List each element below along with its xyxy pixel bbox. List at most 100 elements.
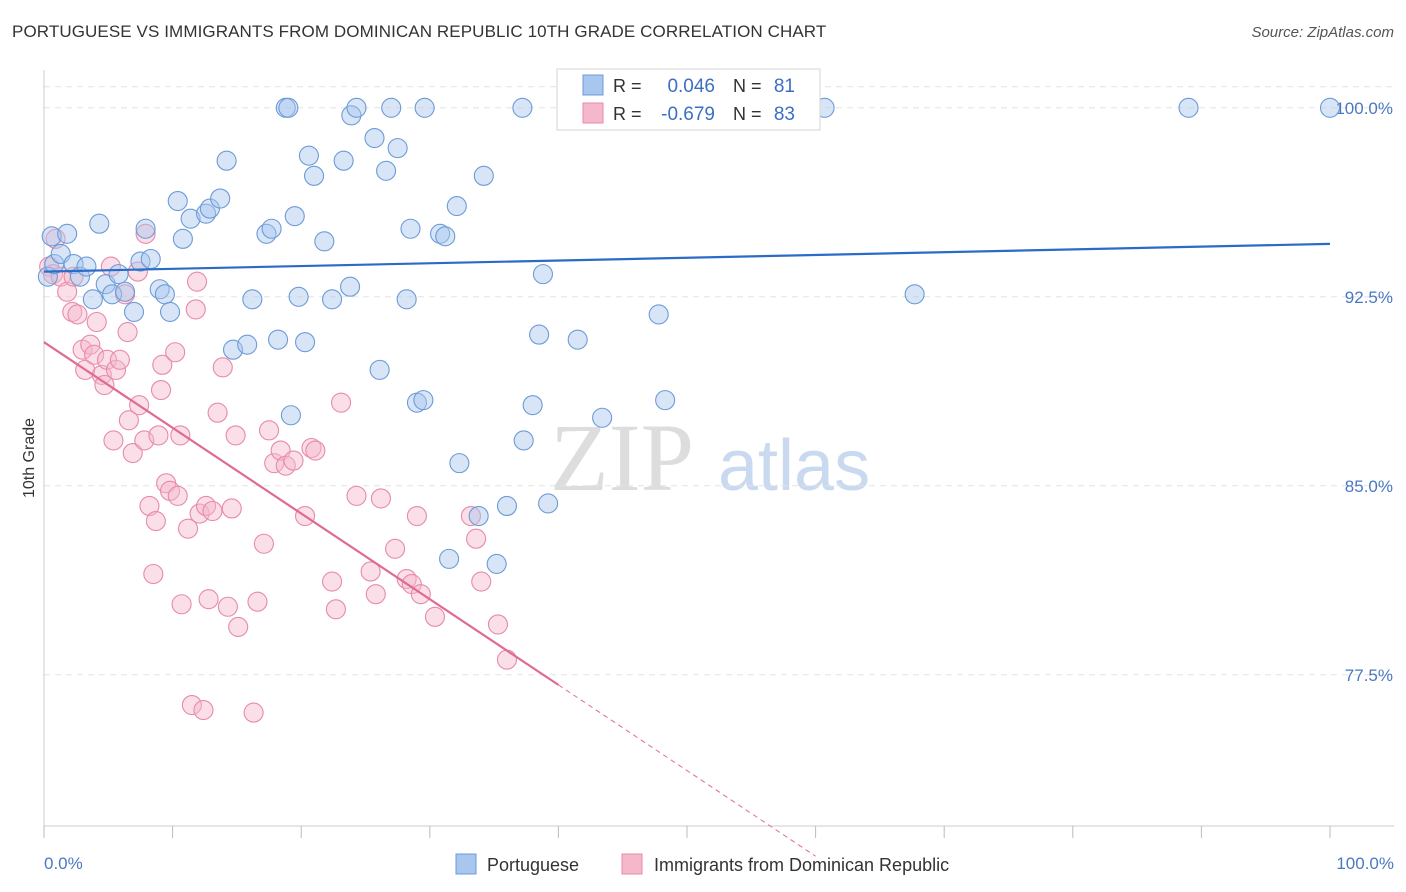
point-dominican [57,281,78,302]
point-portuguese [280,405,301,426]
point-dominican [460,505,482,527]
point-dominican [103,430,124,451]
point-portuguese [414,97,435,118]
point-portuguese [284,206,305,227]
point-portuguese [295,332,316,353]
bottom-legend-swatch-portuguese [455,853,477,875]
legend-r-value-2: -0.679 [661,104,715,125]
point-dominican [283,450,304,471]
legend-swatch-dominican [582,102,604,124]
point-dominican [247,591,268,612]
legend-n-label-2: N = [733,104,762,124]
point-dominican [217,596,238,617]
point-portuguese [538,493,559,514]
point-dominican [471,571,492,592]
point-dominican [150,379,172,401]
y-tick-label: 77.5% [1345,666,1393,685]
point-portuguese [268,329,289,350]
point-dominican [225,425,246,446]
point-dominican [139,495,160,517]
point-dominican [258,420,280,441]
point-dominican [84,344,105,365]
point-dominican [325,599,346,620]
point-dominican [109,349,130,370]
point-dominican [177,518,199,539]
point-dominican [212,357,233,378]
legend-n-value-1: 81 [774,76,795,97]
point-dominican [228,616,249,637]
y-axis-title: 10th Grade [21,418,38,498]
trend-line-dominican-extension [558,684,816,857]
point-dominican [80,334,101,355]
point-portuguese [123,301,145,322]
legend-r-label-2: R = [613,104,642,124]
y-tick-label: 85.0% [1345,477,1393,496]
point-portuguese [648,304,669,325]
point-dominican [207,402,228,423]
bottom-legend: Portuguese Immigrants from Dominican Rep… [455,853,949,875]
point-dominican [424,606,445,627]
point-portuguese [140,248,161,270]
watermark-atlas: atlas [718,426,870,506]
point-portuguese [288,286,309,307]
point-dominican [198,589,219,610]
point-dominican [181,694,202,716]
point-dominican [62,301,83,322]
point-dominican [193,700,214,721]
point-portuguese [1319,97,1341,118]
point-portuguese [180,208,201,229]
point-portuguese [89,213,110,234]
point-portuguese [430,223,451,244]
point-dominican [370,488,391,509]
point-dominican [86,311,107,333]
point-dominican [496,649,518,670]
point-dominican [67,304,88,325]
point-portuguese [369,359,390,380]
point-portuguese [159,301,181,322]
point-portuguese [114,281,136,302]
top-legend: R = 0.046 N = 81 R = -0.679 N = 83 [556,68,821,131]
point-dominican [346,485,367,506]
point-portuguese [108,264,129,285]
point-portuguese [242,289,263,310]
point-dominican [331,392,352,413]
point-portuguese [413,390,434,411]
point-portuguese [439,548,460,569]
point-dominican [122,442,143,464]
point-dominican [165,342,186,363]
trend-line-portuguese [43,242,1331,273]
trend-line-dominican [43,341,560,686]
point-portuguese [512,97,533,118]
point-dominican [117,322,138,343]
watermark-zip: ZIP [550,404,694,511]
point-dominican [135,223,156,244]
point-dominican [365,584,386,605]
point-portuguese [216,150,237,171]
point-portuguese [199,198,220,219]
legend-r-label-1: R = [613,76,642,96]
y-tick-labels: 77.5% 85.0% 92.5% 100.0% [1335,99,1393,685]
point-portuguese [322,289,343,310]
point-portuguese [655,390,676,411]
point-portuguese [446,196,467,217]
point-portuguese [381,97,402,118]
point-dominican [42,264,64,285]
point-portuguese [435,226,456,247]
point-dominican [118,410,139,431]
point-dominican [171,594,192,615]
point-portuguese [333,150,354,171]
point-dominican [145,511,166,532]
bottom-legend-label-dominican: Immigrants from Dominican Republic [654,855,949,875]
point-dominican [185,299,206,320]
legend-swatch-portuguese [582,74,604,96]
point-portuguese [532,264,554,285]
point-portuguese [314,231,335,252]
point-dominican [143,563,164,585]
point-portuguese [904,284,925,305]
point-portuguese [154,284,175,305]
point-portuguese [387,138,408,159]
point-portuguese [340,276,361,297]
point-portuguese [304,165,325,186]
point-portuguese [592,407,613,428]
